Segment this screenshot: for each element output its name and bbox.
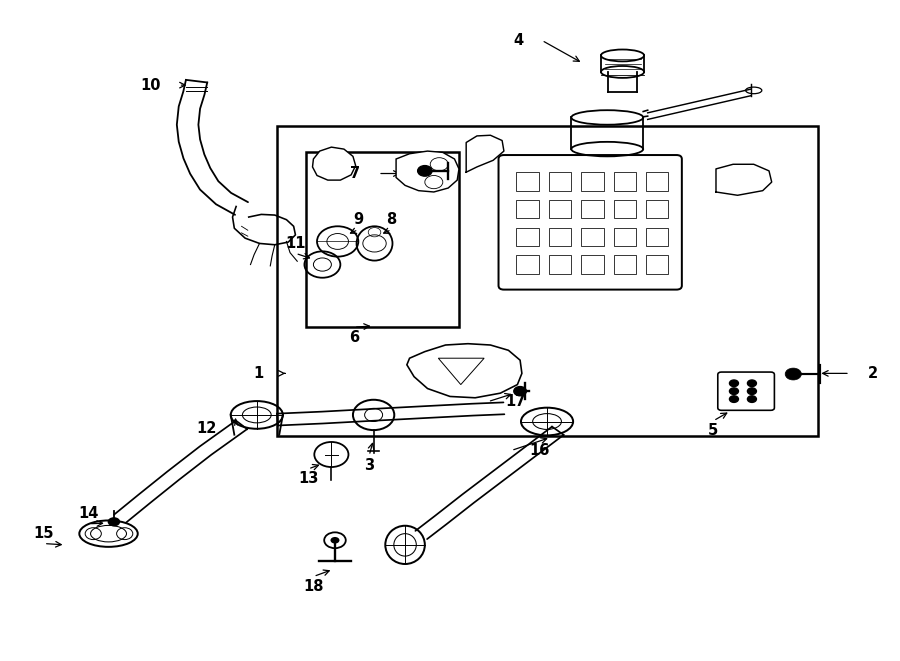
Circle shape [747,396,756,403]
Text: 14: 14 [78,506,99,522]
Bar [614,200,636,218]
Text: 7: 7 [350,166,360,181]
Circle shape [108,517,121,526]
Bar [517,227,539,246]
Bar [549,255,572,274]
Text: 6: 6 [349,330,359,344]
Bar [581,173,604,190]
Bar [581,255,604,274]
Bar [614,173,636,190]
Text: 1: 1 [254,366,264,381]
Circle shape [730,396,739,403]
Circle shape [730,388,739,395]
Circle shape [747,388,756,395]
Bar [581,227,604,246]
Circle shape [730,380,739,387]
Text: 9: 9 [354,212,364,227]
Bar [306,153,459,327]
Text: 2: 2 [868,366,878,381]
Circle shape [785,368,801,380]
Circle shape [514,387,526,396]
Text: 10: 10 [140,77,160,93]
Bar [646,255,669,274]
Polygon shape [407,344,522,398]
Bar [646,227,669,246]
Text: 18: 18 [303,579,324,594]
Text: 8: 8 [386,212,397,227]
Text: 5: 5 [708,423,718,438]
FancyBboxPatch shape [499,155,682,290]
Bar [517,173,539,190]
Bar [614,227,636,246]
Circle shape [330,537,339,543]
Bar [549,200,572,218]
Text: 11: 11 [285,236,306,251]
Polygon shape [312,147,356,180]
FancyBboxPatch shape [718,372,774,410]
Polygon shape [396,151,459,192]
Circle shape [418,166,432,176]
Bar [277,126,818,436]
Text: 12: 12 [196,420,216,436]
Circle shape [747,380,756,387]
Text: 4: 4 [514,33,524,48]
Text: 15: 15 [33,526,54,541]
Bar [517,200,539,218]
Text: 17: 17 [506,394,526,409]
Text: 16: 16 [529,443,550,458]
Text: 3: 3 [364,458,374,473]
Bar [549,227,572,246]
Text: 13: 13 [298,471,319,486]
Bar [549,173,572,190]
Bar [646,200,669,218]
Bar [614,255,636,274]
Bar [646,173,669,190]
Bar [517,255,539,274]
Polygon shape [438,358,484,385]
Bar [581,200,604,218]
